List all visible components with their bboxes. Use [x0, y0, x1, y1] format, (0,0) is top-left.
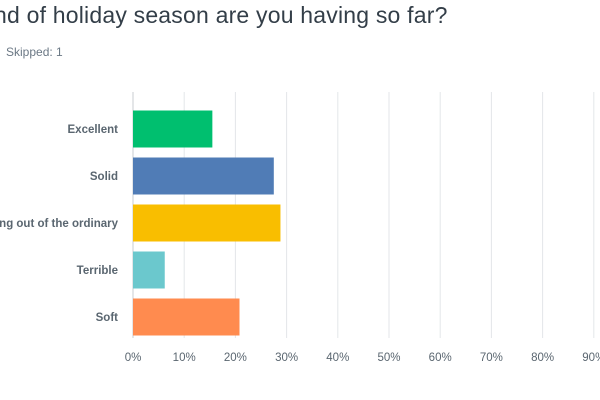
skipped-count: Skipped: 1 — [6, 45, 63, 59]
category-label: Terrible — [77, 265, 118, 277]
bars — [133, 110, 281, 336]
x-tick-label: 40% — [326, 352, 349, 364]
bar — [133, 204, 281, 242]
x-tick-label: 70% — [480, 352, 503, 364]
x-tick-label: 0% — [125, 352, 142, 364]
x-axis-ticks: 0% 10% 20% 30% 40% 50% 60% 70% 80% 90% — [125, 352, 600, 364]
bar — [133, 298, 240, 336]
x-tick-label: 10% — [173, 352, 196, 364]
bar — [133, 251, 165, 289]
category-label: Soft — [96, 312, 119, 324]
x-tick-label: 60% — [429, 352, 452, 364]
bar — [133, 157, 274, 195]
x-tick-label: 20% — [224, 352, 247, 364]
category-label: Solid — [90, 171, 118, 183]
question-title: nd of holiday season are you having so f… — [0, 2, 448, 28]
x-tick-label: 80% — [531, 352, 554, 364]
x-tick-label: 30% — [275, 352, 298, 364]
category-labels: Excellent Solid ing out of the ordinary Ter… — [0, 124, 119, 324]
x-tick-label: 50% — [377, 352, 400, 364]
category-label: ing out of the ordinary — [0, 218, 119, 230]
bar — [133, 110, 213, 148]
category-label: Excellent — [68, 124, 119, 136]
x-tick-label: 90% — [582, 352, 600, 364]
